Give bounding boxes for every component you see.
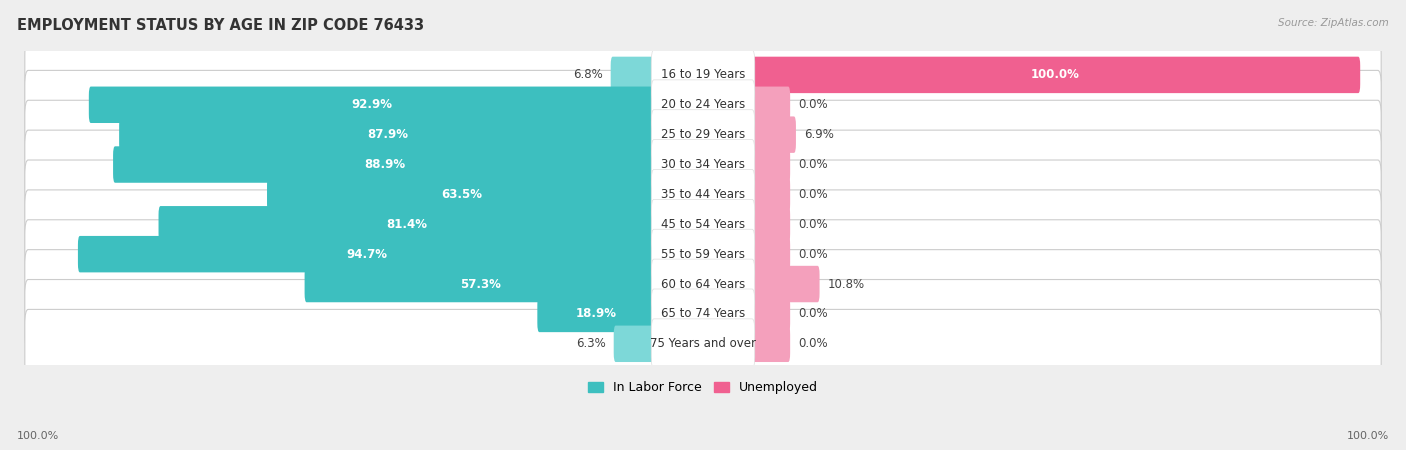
Text: 0.0%: 0.0% xyxy=(799,158,828,171)
Text: 0.0%: 0.0% xyxy=(799,98,828,111)
FancyBboxPatch shape xyxy=(25,40,1381,109)
Text: 6.3%: 6.3% xyxy=(576,338,606,350)
FancyBboxPatch shape xyxy=(651,289,755,339)
Text: 16 to 19 Years: 16 to 19 Years xyxy=(661,68,745,81)
Text: 57.3%: 57.3% xyxy=(460,278,501,291)
Text: 55 to 59 Years: 55 to 59 Years xyxy=(661,248,745,261)
FancyBboxPatch shape xyxy=(651,259,755,309)
FancyBboxPatch shape xyxy=(651,50,755,100)
FancyBboxPatch shape xyxy=(77,236,655,272)
Text: 87.9%: 87.9% xyxy=(367,128,408,141)
Text: 65 to 74 Years: 65 to 74 Years xyxy=(661,307,745,320)
Text: 6.9%: 6.9% xyxy=(804,128,834,141)
Text: 94.7%: 94.7% xyxy=(346,248,388,261)
Text: 100.0%: 100.0% xyxy=(1347,431,1389,441)
Text: 60 to 64 Years: 60 to 64 Years xyxy=(661,278,745,291)
Legend: In Labor Force, Unemployed: In Labor Force, Unemployed xyxy=(583,376,823,399)
FancyBboxPatch shape xyxy=(25,279,1381,348)
Text: 88.9%: 88.9% xyxy=(364,158,405,171)
FancyBboxPatch shape xyxy=(112,146,655,183)
FancyBboxPatch shape xyxy=(25,100,1381,169)
FancyBboxPatch shape xyxy=(751,117,796,153)
Text: 30 to 34 Years: 30 to 34 Years xyxy=(661,158,745,171)
FancyBboxPatch shape xyxy=(89,86,655,123)
FancyBboxPatch shape xyxy=(751,236,790,272)
FancyBboxPatch shape xyxy=(25,190,1381,259)
FancyBboxPatch shape xyxy=(25,70,1381,139)
FancyBboxPatch shape xyxy=(751,176,790,213)
Text: 100.0%: 100.0% xyxy=(1031,68,1080,81)
FancyBboxPatch shape xyxy=(751,206,790,243)
Text: 25 to 29 Years: 25 to 29 Years xyxy=(661,128,745,141)
FancyBboxPatch shape xyxy=(651,140,755,189)
FancyBboxPatch shape xyxy=(25,130,1381,199)
FancyBboxPatch shape xyxy=(751,146,790,183)
FancyBboxPatch shape xyxy=(120,117,655,153)
Text: 75 Years and over: 75 Years and over xyxy=(650,338,756,350)
Text: 10.8%: 10.8% xyxy=(827,278,865,291)
Text: Source: ZipAtlas.com: Source: ZipAtlas.com xyxy=(1278,18,1389,28)
FancyBboxPatch shape xyxy=(751,296,790,332)
Text: 18.9%: 18.9% xyxy=(576,307,617,320)
Text: 45 to 54 Years: 45 to 54 Years xyxy=(661,218,745,231)
Text: 20 to 24 Years: 20 to 24 Years xyxy=(661,98,745,111)
FancyBboxPatch shape xyxy=(651,229,755,279)
FancyBboxPatch shape xyxy=(613,325,655,362)
Text: 35 to 44 Years: 35 to 44 Years xyxy=(661,188,745,201)
Text: EMPLOYMENT STATUS BY AGE IN ZIP CODE 76433: EMPLOYMENT STATUS BY AGE IN ZIP CODE 764… xyxy=(17,18,425,33)
FancyBboxPatch shape xyxy=(25,250,1381,319)
Text: 81.4%: 81.4% xyxy=(387,218,427,231)
FancyBboxPatch shape xyxy=(651,110,755,160)
FancyBboxPatch shape xyxy=(651,319,755,369)
FancyBboxPatch shape xyxy=(25,160,1381,229)
Text: 92.9%: 92.9% xyxy=(352,98,392,111)
FancyBboxPatch shape xyxy=(159,206,655,243)
FancyBboxPatch shape xyxy=(751,57,1360,93)
Text: 0.0%: 0.0% xyxy=(799,218,828,231)
FancyBboxPatch shape xyxy=(751,266,820,302)
FancyBboxPatch shape xyxy=(751,325,790,362)
FancyBboxPatch shape xyxy=(651,199,755,249)
FancyBboxPatch shape xyxy=(25,220,1381,288)
Text: 0.0%: 0.0% xyxy=(799,307,828,320)
Text: 6.8%: 6.8% xyxy=(574,68,603,81)
FancyBboxPatch shape xyxy=(610,57,655,93)
FancyBboxPatch shape xyxy=(537,296,655,332)
FancyBboxPatch shape xyxy=(751,86,790,123)
Text: 0.0%: 0.0% xyxy=(799,338,828,350)
Text: 63.5%: 63.5% xyxy=(441,188,482,201)
Text: 0.0%: 0.0% xyxy=(799,188,828,201)
FancyBboxPatch shape xyxy=(25,310,1381,378)
FancyBboxPatch shape xyxy=(651,170,755,219)
FancyBboxPatch shape xyxy=(305,266,655,302)
Text: 100.0%: 100.0% xyxy=(17,431,59,441)
Text: 0.0%: 0.0% xyxy=(799,248,828,261)
FancyBboxPatch shape xyxy=(651,80,755,130)
FancyBboxPatch shape xyxy=(267,176,655,213)
